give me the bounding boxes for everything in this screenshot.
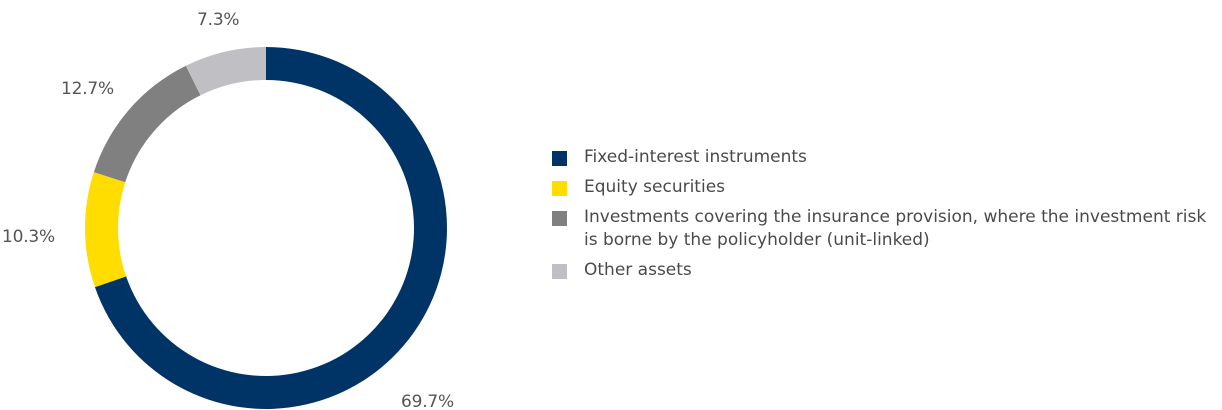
legend-swatch <box>552 211 567 226</box>
legend: Fixed-interest instruments Equity securi… <box>552 146 1217 289</box>
legend-label: Fixed-interest instruments <box>584 147 807 167</box>
legend-label: Equity securities <box>584 177 726 197</box>
legend-label: Investments covering the insurance provi… <box>584 207 1207 250</box>
slice-label-fixed-interest: 69.7% <box>401 392 455 410</box>
donut-chart <box>85 47 448 410</box>
slice-equity <box>85 172 127 288</box>
slice-other-assets <box>185 47 266 96</box>
slice-label-other-assets: 7.3% <box>197 10 240 30</box>
legend-item-unit-linked: Investments covering the insurance provi… <box>552 206 1217 252</box>
legend-swatch <box>552 151 567 166</box>
legend-swatch <box>552 264 567 279</box>
slice-label-unit-linked: 12.7% <box>61 79 115 99</box>
legend-item-equity: Equity securities <box>552 176 1217 199</box>
legend-swatch <box>552 181 567 196</box>
slice-label-equity: 10.3% <box>2 227 56 247</box>
legend-item-other-assets: Other assets <box>552 259 1217 282</box>
legend-item-fixed-interest: Fixed-interest instruments <box>552 146 1217 169</box>
slice-unit-linked <box>93 65 201 183</box>
legend-label: Other assets <box>584 260 692 280</box>
